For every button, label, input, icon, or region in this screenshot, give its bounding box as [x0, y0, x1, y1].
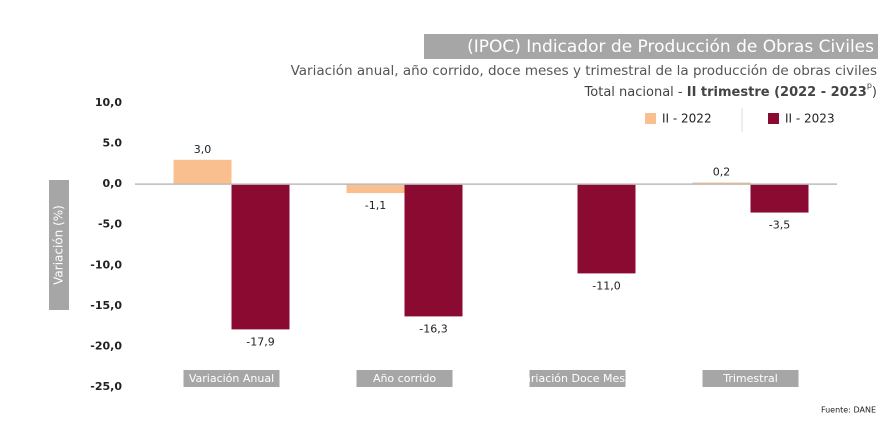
legend-swatch — [768, 113, 779, 124]
value-label: -3,5 — [769, 219, 790, 232]
y-tick-label: -5,0 — [98, 218, 122, 231]
chart-title: (IPOC) Indicador de Producción de Obras … — [467, 37, 874, 57]
value-label: -17,9 — [246, 335, 274, 348]
x-tick-label: Trimestral — [722, 372, 778, 385]
y-tick-label: 0,0 — [103, 177, 123, 190]
bar — [346, 184, 405, 194]
category-box — [529, 370, 626, 387]
category-box — [183, 370, 280, 387]
bar — [577, 184, 636, 274]
y-tick-label: -25,0 — [90, 380, 122, 393]
title-box — [424, 34, 878, 59]
y-tick-label: -20,0 — [90, 339, 122, 352]
x-tick-label: Variación Anual — [189, 372, 274, 385]
superscript: p — [867, 81, 872, 90]
legend-label: II - 2023 — [785, 112, 835, 126]
subtitle-part: II trimestre (2022 - 2023 — [687, 85, 867, 100]
subtitle-part: ) — [872, 85, 877, 100]
category-box — [356, 370, 453, 387]
value-label: -16,3 — [419, 322, 447, 335]
source: Fuente: DANE — [821, 406, 876, 415]
bar — [231, 184, 290, 330]
bar — [404, 184, 463, 317]
bar — [692, 182, 751, 185]
y-tick-label: 10,0 — [95, 96, 122, 109]
value-label: 3,0 — [194, 143, 212, 156]
x-tick-label: Año corrido — [373, 372, 436, 385]
y-axis-label: Variación (%) — [52, 205, 66, 285]
category-box — [702, 370, 799, 387]
value-label: -11,0 — [592, 279, 620, 292]
y-tick-label: -10,0 — [90, 258, 122, 271]
legend-swatch — [645, 113, 656, 124]
ylabel-box — [49, 180, 69, 310]
subtitle-part: Total nacional - — [584, 85, 687, 100]
subtitle: Variación anual, año corrido, doce meses… — [291, 63, 877, 79]
subtitle-2: Total nacional - II trimestre (2022 - 20… — [584, 81, 877, 100]
bar — [750, 184, 809, 213]
bar — [173, 159, 232, 185]
y-tick-label: -15,0 — [90, 299, 122, 312]
value-label: -1,1 — [365, 199, 386, 212]
y-tick-label: 5.0 — [103, 137, 123, 150]
x-tick-label: Variación Doce Meses — [517, 372, 637, 385]
legend-label: II - 2022 — [662, 112, 712, 126]
value-label: 0,2 — [713, 166, 731, 179]
